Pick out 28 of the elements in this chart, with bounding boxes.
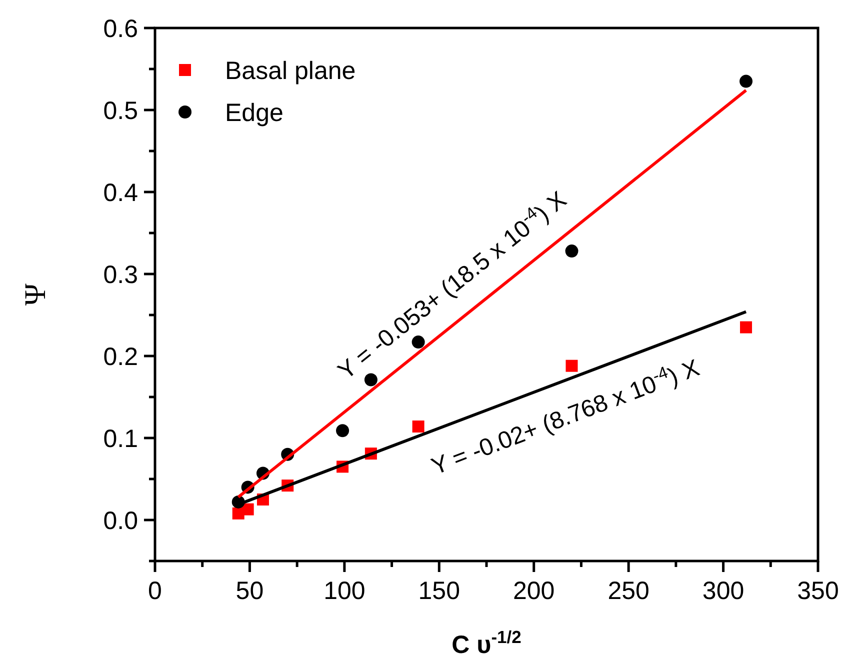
y-tick-label: 0.6 [103, 14, 138, 43]
y-axis-title: Ψ [19, 282, 52, 306]
x-tick-label: 50 [236, 577, 264, 605]
x-tick-label: 350 [797, 577, 839, 605]
point [242, 503, 254, 516]
x-tick-label: 250 [608, 577, 650, 605]
y-tick-label: 0.4 [103, 178, 138, 207]
y-tick-label: 0.3 [103, 260, 138, 289]
x-axis-title: C υ$^{-1/2}$ [452, 627, 522, 659]
point [565, 244, 578, 258]
x-tick-label: 300 [702, 577, 744, 605]
x-tick-label: 100 [324, 577, 366, 605]
y-tick-label: 0.0 [103, 506, 138, 535]
point [740, 321, 752, 334]
y-tick-label: 0.2 [103, 342, 138, 371]
annotation: Y = -0.02+ (8.768 x 10$^{-4}$) X [428, 354, 704, 481]
x-tick-label: 0 [148, 577, 162, 605]
y-tick-label: 0.1 [103, 424, 138, 453]
legend-label: Basal plane [225, 56, 356, 85]
x-tick-label: 200 [513, 577, 555, 605]
point [412, 420, 424, 433]
point [566, 360, 578, 372]
point [740, 74, 753, 88]
x-tick-label: 150 [418, 577, 460, 605]
y-tick-label: 0.5 [103, 96, 138, 125]
point [336, 424, 350, 438]
point [364, 373, 378, 386]
legend-label: Edge [225, 98, 284, 127]
